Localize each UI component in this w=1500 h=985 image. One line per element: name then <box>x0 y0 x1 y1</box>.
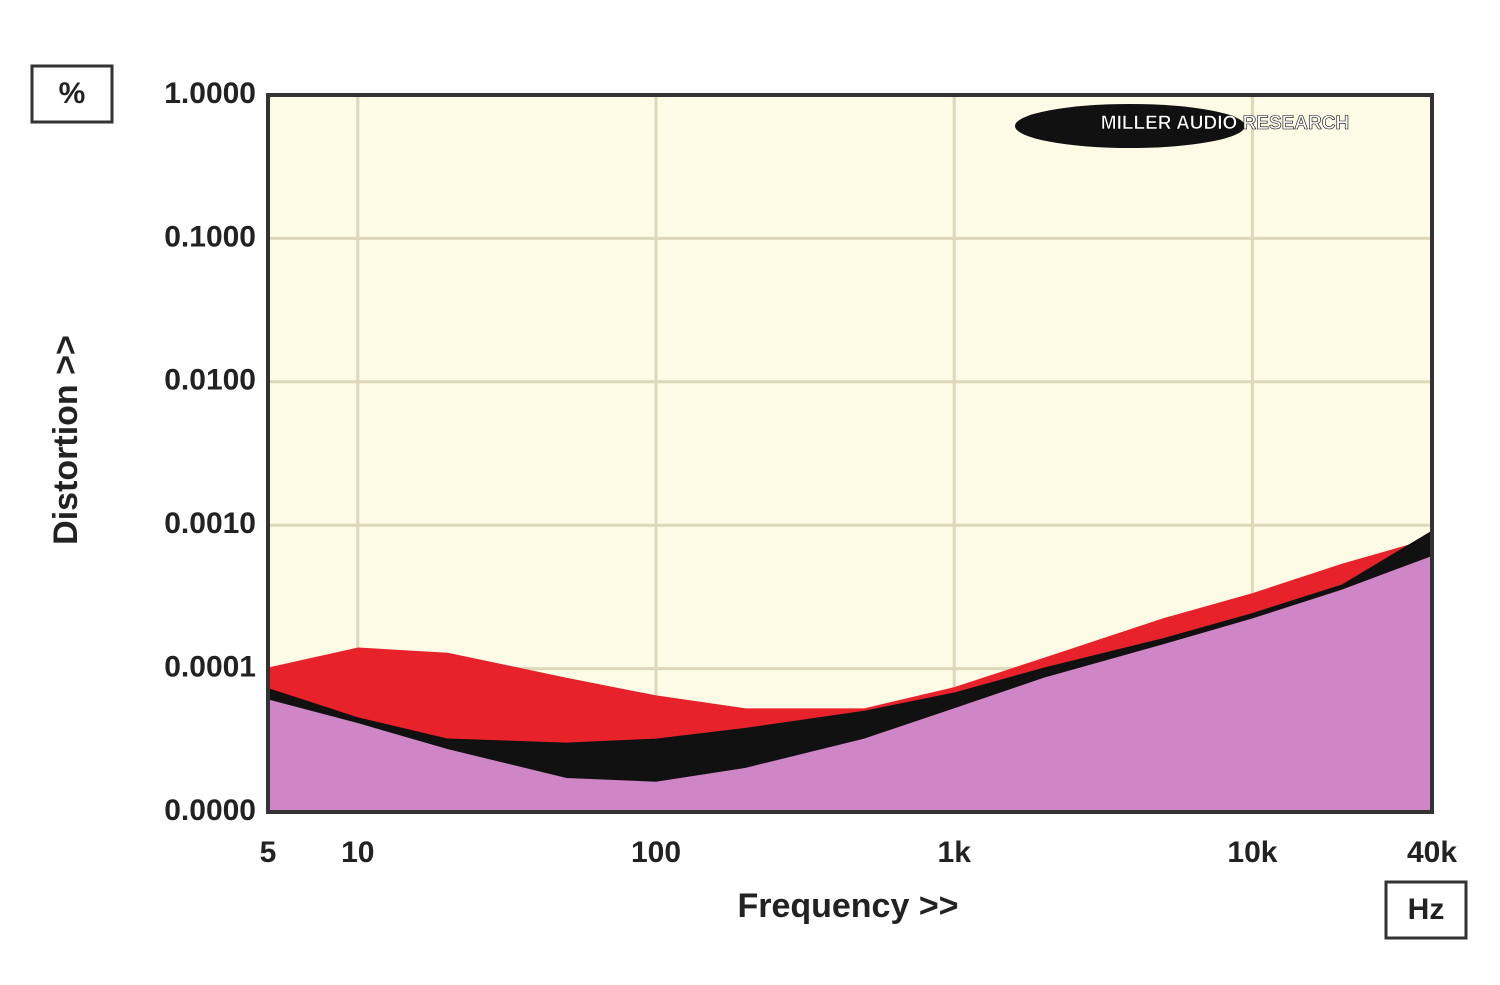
y-tick-label: 1.0000 <box>164 77 256 110</box>
x-tick-label: 40k <box>1407 836 1457 869</box>
x-unit: Hz <box>1408 893 1445 926</box>
y-tick-label: 0.0010 <box>164 507 256 540</box>
x-unit-box <box>1384 880 1468 940</box>
y-tick-label: 0.0001 <box>164 651 256 684</box>
plot-frame <box>266 93 1434 814</box>
x-tick-label: 1k <box>938 836 972 869</box>
x-tick-label: 5 <box>260 836 277 869</box>
y-tick-label: 0.0100 <box>164 364 256 397</box>
logo-ellipse <box>1015 104 1245 148</box>
y-tick-label: 0.0000 <box>164 794 256 827</box>
unit-box <box>30 64 114 124</box>
x-tick-label: 10k <box>1227 836 1277 869</box>
y-tick-label: 0.1000 <box>164 220 256 253</box>
y-unit: % <box>59 77 86 110</box>
y-axis-label: Distortion >> <box>47 335 85 545</box>
x-tick-label: 10 <box>341 836 374 869</box>
x-axis-label: Frequency >> <box>737 887 958 925</box>
x-tick-label: 100 <box>631 836 681 869</box>
logo: MILLER AUDIO RESEARCH <box>1101 113 1349 134</box>
